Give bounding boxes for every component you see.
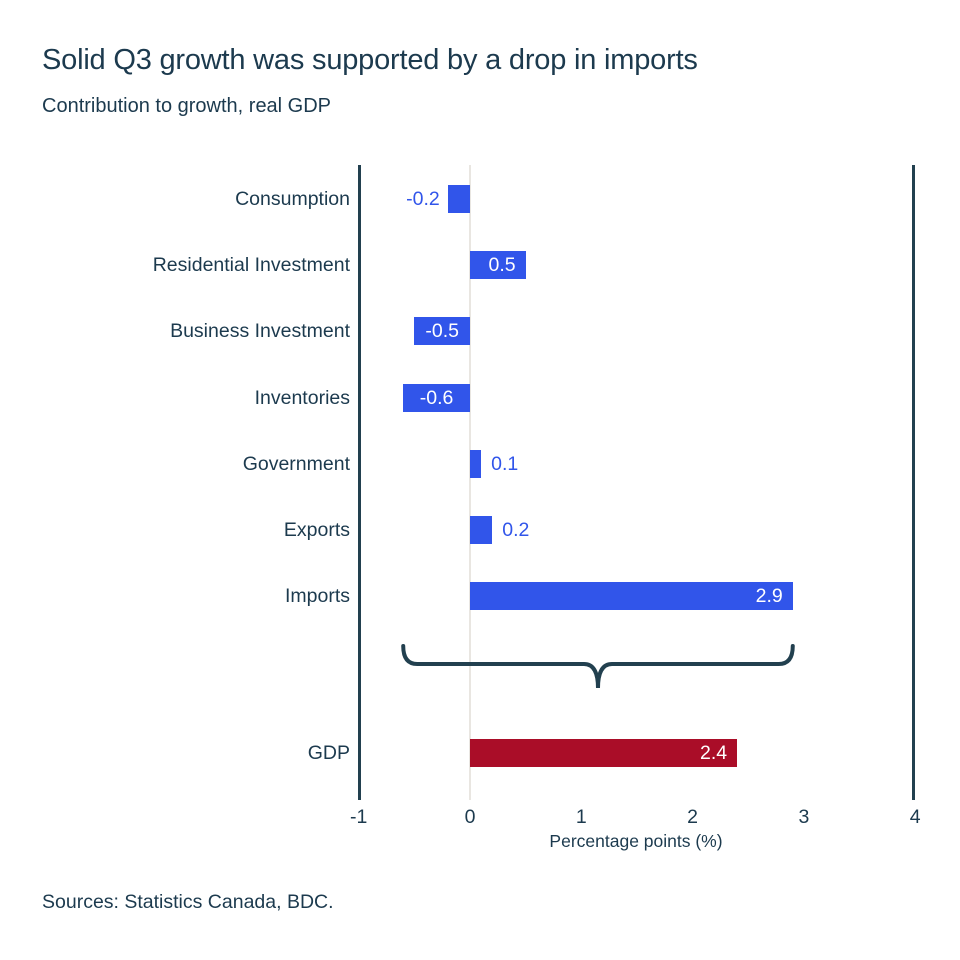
bar (403, 384, 470, 412)
category-label: Imports (284, 585, 350, 607)
x-tick-label: 3 (798, 806, 810, 828)
chart-title: Solid Q3 growth was supported by a drop … (42, 44, 698, 76)
value-label: 0.1 (491, 453, 519, 475)
value-label: -0.5 (425, 320, 459, 342)
value-label: 0.5 (488, 254, 516, 276)
bar (470, 251, 526, 279)
category-label: Business Investment (170, 320, 350, 342)
bar (470, 739, 738, 767)
category-label: Government (242, 453, 350, 475)
category-label: GDP (307, 742, 350, 764)
x-tick-label: 4 (909, 806, 921, 828)
right-axis-rule (912, 165, 915, 800)
category-label: Inventories (254, 387, 350, 409)
value-label: -0.6 (419, 387, 454, 409)
bar (414, 317, 470, 345)
category-label: Residential Investment (152, 254, 350, 276)
value-label: 2.4 (700, 742, 728, 764)
x-tick-label: 2 (687, 806, 699, 828)
bar (470, 582, 793, 610)
value-label: 2.9 (755, 585, 783, 607)
category-label: Exports (283, 519, 350, 541)
sources-note: Sources: Statistics Canada, BDC. (42, 891, 334, 913)
bar (447, 185, 470, 213)
chart-subtitle: Contribution to growth, real GDP (42, 95, 332, 117)
value-label: -0.2 (406, 188, 440, 210)
zero-baseline (469, 165, 471, 800)
left-axis-rule (358, 165, 361, 800)
x-tick-label: 0 (464, 806, 476, 828)
x-axis-label: Percentage points (%) (549, 831, 723, 851)
value-label: 0.2 (502, 519, 530, 541)
bar (470, 516, 493, 544)
category-label: Consumption (235, 188, 350, 210)
bar (470, 450, 482, 478)
x-tick-label: -1 (350, 806, 368, 828)
x-tick-label: 1 (575, 806, 587, 828)
